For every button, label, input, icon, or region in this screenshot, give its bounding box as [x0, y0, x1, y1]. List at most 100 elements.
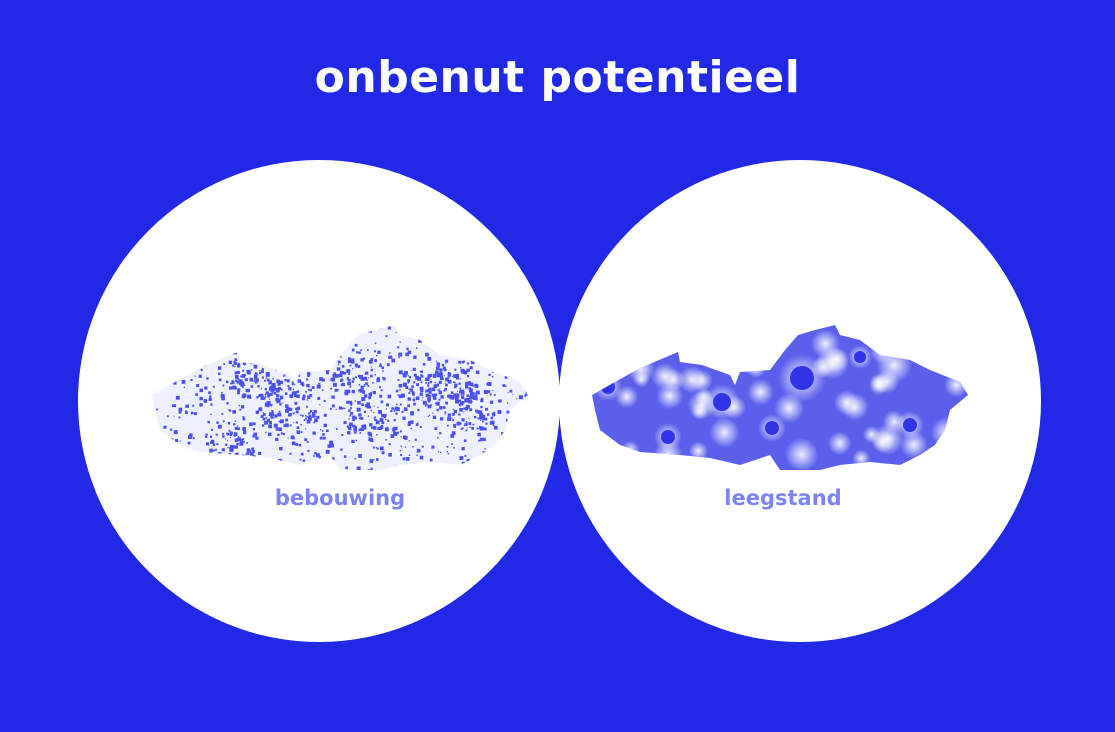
map-speck [478, 439, 481, 442]
map-speck [221, 392, 223, 394]
map-speck [438, 380, 442, 384]
map-speck [439, 372, 443, 377]
map-speck [277, 386, 282, 391]
map-speck [270, 415, 273, 418]
map-speck [307, 449, 310, 452]
map-speck [362, 391, 366, 394]
map-speck [489, 421, 493, 425]
map-speck [507, 392, 509, 394]
map-speck [474, 383, 479, 388]
map-speck [278, 410, 281, 413]
map-speck [410, 370, 412, 372]
map-speck [268, 398, 270, 400]
map-speck [234, 375, 239, 379]
map-speck [451, 443, 453, 445]
map-speck [367, 385, 370, 387]
map-speck [379, 386, 382, 389]
map-speck [376, 378, 379, 380]
map-speck [492, 390, 494, 392]
map-speck [427, 397, 431, 401]
map-speck [340, 356, 342, 358]
map-glow [841, 393, 869, 421]
map-speck [248, 450, 252, 453]
map-speck [229, 437, 232, 439]
map-speck [319, 404, 321, 406]
map-speck [425, 381, 427, 384]
map-speck [471, 400, 473, 403]
map-speck [403, 375, 406, 378]
map-speck [482, 420, 484, 423]
map-speck [264, 403, 268, 407]
map-speck [416, 347, 418, 349]
map-speck [194, 375, 196, 377]
map-speck [309, 393, 313, 397]
map-speck [450, 391, 454, 394]
map-speck [383, 415, 386, 419]
map-speck [205, 433, 208, 436]
map-speck [388, 443, 391, 446]
map-speck [354, 431, 357, 434]
map-speck [262, 417, 266, 421]
map-speck [354, 426, 358, 429]
map-speck [463, 371, 468, 375]
map-speck [470, 360, 475, 364]
map-speck [399, 430, 402, 433]
map-speck [487, 382, 492, 387]
map-speck [308, 415, 312, 419]
map-speck [363, 383, 366, 386]
map-speck [402, 416, 406, 420]
map-speck [373, 405, 375, 407]
map-speck [308, 412, 311, 415]
map-speck [237, 364, 241, 368]
map-speck [243, 384, 246, 387]
map-speck [433, 384, 438, 388]
map-speck [236, 370, 240, 374]
map-speck [260, 369, 264, 374]
map-speck [306, 405, 308, 408]
map-speck [385, 403, 389, 407]
map-speck [446, 445, 449, 448]
map-speck [281, 389, 283, 391]
map-speck [469, 426, 471, 428]
map-speck [432, 374, 437, 378]
map-speck [404, 436, 408, 440]
map-speck [370, 391, 372, 394]
map-speck [289, 452, 292, 455]
map-speck [210, 439, 215, 444]
city-hotspot [713, 393, 731, 411]
map-speck [209, 448, 213, 453]
map-speck [364, 385, 366, 388]
map-speck [349, 422, 353, 427]
map-speck [420, 374, 423, 377]
map-speck [344, 389, 347, 392]
map-speck [234, 371, 238, 375]
map-speck [279, 419, 284, 424]
map-speck [246, 448, 251, 452]
map-speck [166, 415, 169, 418]
map-speck [413, 381, 416, 384]
map-speck [262, 413, 266, 416]
map-speck [230, 448, 234, 452]
map-speck [432, 415, 437, 419]
map-speck [355, 366, 358, 368]
map-speck [370, 467, 373, 470]
map-speck [285, 404, 289, 408]
map-speck [480, 397, 484, 401]
map-speck [402, 373, 407, 378]
map-speck [464, 455, 467, 457]
map-speck [283, 424, 287, 428]
map-speck [225, 380, 229, 384]
map-speck [481, 414, 486, 419]
map-speck [472, 423, 475, 426]
map-speck [235, 445, 238, 448]
map-speck [377, 427, 381, 430]
map-speck [432, 395, 437, 400]
map-speck [349, 414, 352, 417]
map-speck [461, 418, 465, 422]
map-speck [236, 425, 239, 427]
map-speck [425, 393, 430, 398]
map-glow [827, 431, 852, 456]
map-speck [353, 416, 356, 420]
map-speck [297, 379, 302, 383]
map-speck [267, 394, 271, 398]
